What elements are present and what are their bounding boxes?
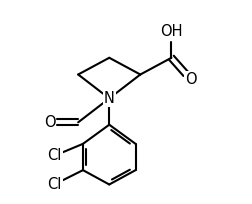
Text: Cl: Cl xyxy=(47,177,61,192)
Text: Cl: Cl xyxy=(47,148,61,163)
Text: O: O xyxy=(44,115,55,130)
Text: N: N xyxy=(104,91,115,106)
Text: OH: OH xyxy=(160,24,183,39)
Text: O: O xyxy=(185,72,196,87)
